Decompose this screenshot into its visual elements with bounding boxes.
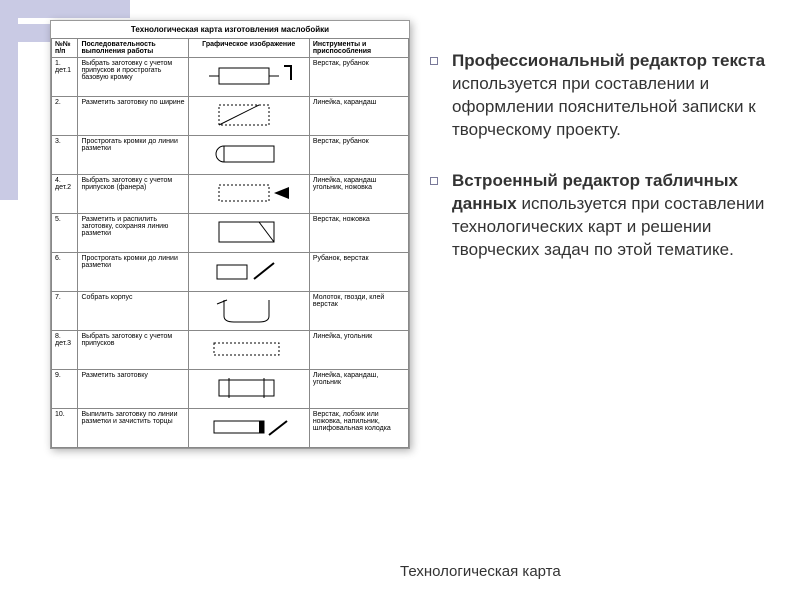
cell-tools: Линейка, карандаш <box>309 97 408 136</box>
col-header-num: №№ п/п <box>52 39 78 58</box>
cell-num: 6. <box>52 253 78 292</box>
col-header-seq: Последовательность выполнения работы <box>78 39 188 58</box>
cell-num: 2. <box>52 97 78 136</box>
cell-seq: Прострогать кромки до линии разметки <box>78 253 188 292</box>
table-row: 10.Выпилить заготовку по линии разметки … <box>52 409 409 448</box>
bullet-marker-icon <box>430 177 438 185</box>
col-header-tools: Инструменты и приспособления <box>309 39 408 58</box>
col-header-img: Графическое изображение <box>188 39 309 58</box>
cell-diagram <box>188 253 309 292</box>
bullet-marker-icon <box>430 57 438 65</box>
cell-num: 9. <box>52 370 78 409</box>
cell-seq: Разметить и распилить заготовку, сохраня… <box>78 214 188 253</box>
table-row: 8. дет.3Выбрать заготовку с учетом припу… <box>52 331 409 370</box>
cell-seq: Разметить заготовку <box>78 370 188 409</box>
table-row: 9.Разметить заготовку Линейка, карандаш, … <box>52 370 409 409</box>
cell-num: 7. <box>52 292 78 331</box>
cell-tools: Верстак, лобзик или ножовка, напильник, … <box>309 409 408 448</box>
cell-tools: Линейка, карандаш угольник, ножовка <box>309 175 408 214</box>
cell-diagram <box>188 331 309 370</box>
table-row: 6.Прострогать кромки до линии разметки Ру… <box>52 253 409 292</box>
table-row: 5.Разметить и распилить заготовку, сохра… <box>52 214 409 253</box>
bullet-item-1: Профессиональный редактор текста использ… <box>430 50 770 142</box>
bullet-list: Профессиональный редактор текста использ… <box>430 20 770 449</box>
cell-seq: Собрать корпус <box>78 292 188 331</box>
cell-num: 5. <box>52 214 78 253</box>
bullet-text-2: Встроенный редактор табличных данных исп… <box>452 170 770 262</box>
table-title: Технологическая карта изготовления масло… <box>51 21 409 38</box>
cell-num: 10. <box>52 409 78 448</box>
table-row: 2.Разметить заготовку по ширине Линейка, … <box>52 97 409 136</box>
cell-diagram <box>188 175 309 214</box>
table-row: 1. дет.1Выбрать заготовку с учетом припу… <box>52 58 409 97</box>
cell-tools: Верстак, ножовка <box>309 214 408 253</box>
cell-tools: Верстак, рубанок <box>309 136 408 175</box>
cell-num: 3. <box>52 136 78 175</box>
bullet-item-2: Встроенный редактор табличных данных исп… <box>430 170 770 262</box>
cell-tools: Молоток, гвозди, клей верстак <box>309 292 408 331</box>
tech-card-image: Технологическая карта изготовления масло… <box>50 20 410 449</box>
cell-diagram <box>188 58 309 97</box>
cell-diagram <box>188 292 309 331</box>
cell-tools: Верстак, рубанок <box>309 58 408 97</box>
cell-seq: Выбрать заготовку с учетом припусков и п… <box>78 58 188 97</box>
caption: Технологическая карта <box>400 563 561 580</box>
cell-seq: Разметить заготовку по ширине <box>78 97 188 136</box>
cell-diagram <box>188 409 309 448</box>
cell-diagram <box>188 214 309 253</box>
table-row: 3.Прострогать кромки до линии разметки Ве… <box>52 136 409 175</box>
cell-tools: Линейка, карандаш, угольник <box>309 370 408 409</box>
cell-tools: Рубанок, верстак <box>309 253 408 292</box>
cell-num: 8. дет.3 <box>52 331 78 370</box>
table-row: 4. дет.2Выбрать заготовку с учетом припу… <box>52 175 409 214</box>
cell-tools: Линейка, угольник <box>309 331 408 370</box>
cell-seq: Прострогать кромки до линии разметки <box>78 136 188 175</box>
cell-seq: Выпилить заготовку по линии разметки и з… <box>78 409 188 448</box>
bullet-text-1: Профессиональный редактор текста использ… <box>452 50 770 142</box>
cell-seq: Выбрать заготовку с учетом припусков (фа… <box>78 175 188 214</box>
cell-seq: Выбрать заготовку с учетом припусков <box>78 331 188 370</box>
cell-diagram <box>188 97 309 136</box>
cell-num: 1. дет.1 <box>52 58 78 97</box>
table-row: 7.Собрать корпус Молоток, гвозди, клей ве… <box>52 292 409 331</box>
tech-table: №№ п/п Последовательность выполнения раб… <box>51 38 409 448</box>
cell-diagram <box>188 136 309 175</box>
cell-num: 4. дет.2 <box>52 175 78 214</box>
cell-diagram <box>188 370 309 409</box>
